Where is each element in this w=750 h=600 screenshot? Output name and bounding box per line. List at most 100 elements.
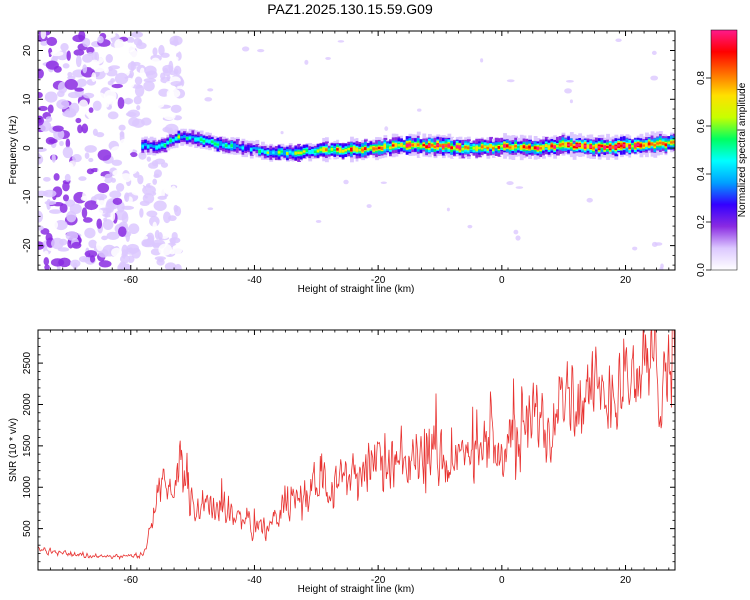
noise-blob xyxy=(75,55,82,68)
noise-blob xyxy=(105,68,118,77)
ridge-cell xyxy=(489,144,494,148)
ridge-cell xyxy=(533,146,538,150)
noise-speck xyxy=(315,220,322,223)
ridge-cell xyxy=(414,143,418,147)
noise-speck xyxy=(467,224,473,229)
ridge-cell xyxy=(539,147,544,150)
y-tick-label: 500 xyxy=(22,520,33,537)
ridge-cell xyxy=(542,146,546,149)
ridge-cell xyxy=(252,147,257,150)
noise-blob xyxy=(119,254,130,264)
noise-speck xyxy=(660,263,664,269)
noise-blob xyxy=(44,91,58,103)
ridge-cell xyxy=(397,144,402,147)
noise-blob xyxy=(111,83,124,89)
y-tick-label: 2500 xyxy=(22,352,33,375)
noise-blob xyxy=(143,80,155,92)
ridge-cell xyxy=(475,147,480,150)
ridge-cell xyxy=(608,146,613,149)
ridge-cell xyxy=(586,144,591,148)
ridge-cell xyxy=(600,144,605,148)
ridge-cell xyxy=(341,149,346,153)
ridge-cell xyxy=(400,143,404,147)
noise-blob xyxy=(51,237,64,250)
ridge-cell xyxy=(444,144,449,148)
noise-blob xyxy=(163,112,176,121)
noise-blob xyxy=(84,227,96,239)
noise-speck xyxy=(650,75,659,81)
noise-speck xyxy=(343,179,349,185)
noise-blob xyxy=(62,194,70,202)
y-tick-label: 10 xyxy=(22,93,33,105)
noise-blob xyxy=(88,114,100,121)
ridge-cell xyxy=(480,145,485,149)
noise-blob xyxy=(131,31,143,38)
ridge-cell xyxy=(141,145,146,148)
noise-blob xyxy=(169,70,177,76)
ridge-cell xyxy=(266,151,271,154)
noise-blob xyxy=(163,211,171,224)
ridge-cell xyxy=(380,146,385,150)
noise-blob xyxy=(106,231,120,240)
noise-blob xyxy=(142,193,155,204)
noise-blob xyxy=(64,173,71,182)
ridge-cell xyxy=(647,142,652,145)
noise-blob xyxy=(70,179,78,186)
ridge-cell xyxy=(169,138,173,143)
noise-speck xyxy=(513,229,519,235)
noise-blob xyxy=(127,61,137,71)
ridge-cell xyxy=(453,146,457,150)
ridge-cell xyxy=(511,146,516,149)
ridge-cell xyxy=(597,145,602,149)
ridge-cell xyxy=(658,141,663,145)
ridge-cell xyxy=(436,143,441,147)
ridge-cell xyxy=(163,143,168,147)
noise-speck xyxy=(207,88,214,92)
noise-blob xyxy=(139,250,150,260)
ridge-cell xyxy=(330,148,335,151)
noise-blob xyxy=(157,232,163,240)
noise-blob xyxy=(169,40,180,46)
spectrogram-x-label: Height of straight line (km) xyxy=(298,284,415,295)
noise-blob xyxy=(153,200,167,212)
noise-blob xyxy=(103,173,113,184)
noise-blob xyxy=(174,263,182,270)
noise-blob xyxy=(67,71,73,78)
noise-blob xyxy=(88,107,94,113)
ridge-cell xyxy=(205,139,210,143)
ridge-cell xyxy=(233,144,237,148)
ridge-cell xyxy=(224,144,229,147)
noise-speck xyxy=(304,59,309,65)
ridge-cell xyxy=(299,151,304,155)
ridge-cell xyxy=(664,143,669,147)
ridge-cell xyxy=(325,148,329,152)
noise-blob xyxy=(38,154,44,165)
noise-speck xyxy=(257,49,265,53)
ridge-cell xyxy=(196,137,201,141)
ridge-cell xyxy=(522,145,527,149)
ridge-cell xyxy=(188,136,193,139)
noise-blob xyxy=(52,125,64,132)
colorbar-tick-label: 0.8 xyxy=(696,71,707,85)
noise-speck xyxy=(506,79,515,83)
noise-blob xyxy=(123,153,132,165)
noise-blob xyxy=(103,89,117,102)
noise-blob xyxy=(76,78,87,88)
ridge-cell xyxy=(219,142,224,145)
ridge-cell xyxy=(419,144,424,148)
ridge-cell xyxy=(670,141,674,144)
noise-blob xyxy=(38,143,43,148)
ridge-cell xyxy=(567,143,571,146)
ridge-cell xyxy=(249,148,254,152)
ridge-cell xyxy=(288,150,293,154)
ridge-cell xyxy=(308,150,313,154)
noise-speck xyxy=(651,241,658,248)
noise-blob xyxy=(51,220,58,230)
noise-blob xyxy=(91,72,97,83)
colorbar-frame xyxy=(710,29,738,271)
noise-blob xyxy=(124,50,130,57)
noise-blob xyxy=(84,200,99,211)
ridge-cell xyxy=(216,143,221,146)
ridge-cell xyxy=(569,143,574,147)
noise-blob xyxy=(43,176,51,182)
